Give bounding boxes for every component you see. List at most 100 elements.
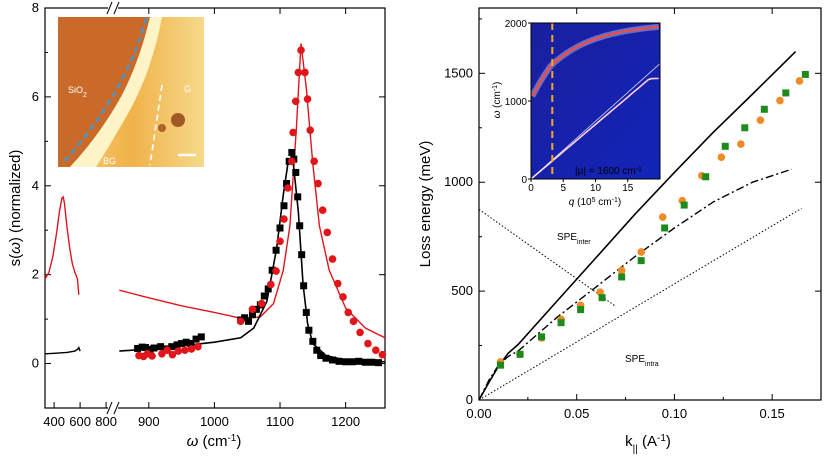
black-square-point [335, 357, 343, 365]
black-square-point [329, 356, 337, 364]
white-dashed-line [149, 84, 163, 166]
axis-break-mask [108, 402, 118, 414]
black-square-point [355, 357, 363, 365]
red-circle-point [272, 267, 280, 275]
fermi-level-annotation: |μ| = 1600 cm-1 [575, 166, 642, 178]
black-square-point [280, 202, 288, 210]
red-circle-point [372, 346, 380, 355]
red-curve-high [119, 43, 386, 339]
green-square-point [577, 306, 585, 314]
left-y-axis-label: s(ω) (normalized) [7, 150, 24, 267]
black-square-point [313, 346, 321, 354]
green-square-point [680, 201, 688, 209]
black-square-point [197, 333, 205, 341]
q-unit: (10 [574, 197, 592, 208]
inset-xtick-label: 0 [528, 183, 534, 194]
dashdot-dispersion-line [478, 168, 792, 401]
red-circle-point [306, 126, 315, 135]
red-circle-point [284, 184, 292, 192]
right-ytick-label: 1500 [444, 65, 473, 80]
orange-circle-point [717, 153, 726, 161]
k-sub: || [633, 444, 638, 455]
red-circle-point [303, 95, 312, 103]
y-label-prefix: s( [7, 254, 24, 267]
red-circle-point [314, 179, 322, 188]
black-square-point [142, 344, 150, 352]
red-circle-point [323, 228, 332, 237]
k-unit-close: ) [666, 433, 671, 450]
right-xtick-label: 0.15 [759, 406, 784, 421]
sio2-region [58, 17, 150, 167]
black-square-point [288, 148, 296, 156]
axis-break-mask-top [108, 2, 118, 14]
x-unit: (cm [198, 433, 227, 450]
axis-break-mark [106, 401, 113, 415]
black-square-point [302, 308, 310, 316]
red-circle-point [333, 279, 342, 288]
inset-y-unit: (cm [492, 91, 503, 110]
red-circle-point [356, 328, 364, 337]
black-square-point [294, 193, 302, 201]
inset-ytick-label: 0 [521, 175, 527, 186]
inset-xtick-label: 15 [622, 183, 634, 194]
red-circle-point [328, 255, 337, 263]
black-square-point [245, 317, 253, 325]
left-xtick-label: 600 [69, 414, 91, 429]
inset-x-axis-label: q (105 cm-1) [569, 197, 621, 209]
orange-circle-point [737, 140, 745, 148]
inset-omega: ω [492, 110, 503, 118]
orange-circle-point [795, 77, 804, 85]
axis-break-mark [113, 401, 120, 415]
black-square-point [276, 224, 284, 232]
black-square-point [192, 335, 200, 343]
black-square-point [317, 352, 325, 360]
spe-intra-boundary [478, 207, 802, 401]
red-circle-point [168, 350, 177, 359]
black-square-point [182, 338, 190, 346]
black-square-point [248, 311, 256, 319]
left-x-axis-label: ω (cm-1) [187, 433, 242, 451]
green-square-point [538, 333, 546, 341]
green-square-point [618, 273, 626, 281]
red-circle-point [194, 342, 202, 351]
black-square-point [134, 344, 142, 352]
inset-xtick-label: 5 [560, 183, 566, 194]
left-xtick-label: 900 [138, 414, 160, 429]
inset-dark-spot [158, 124, 166, 132]
green-square-point [496, 361, 504, 369]
left-xtick-label: 1000 [200, 414, 229, 429]
black-curve-high [119, 160, 386, 363]
green-square-point [637, 257, 645, 265]
orange-circle-point [637, 248, 646, 256]
red-circle-point [276, 237, 284, 246]
red-circle-point [291, 97, 300, 106]
left-xtick-label: 1100 [266, 414, 294, 429]
red-circle-point [294, 68, 303, 77]
left-ytick-label: 2 [32, 267, 39, 282]
green-square-point [516, 350, 524, 358]
upper-branch [531, 25, 659, 97]
annotation-sup: -1 [636, 166, 642, 173]
red-circle-point [236, 317, 245, 326]
inset-map-background [531, 23, 660, 179]
black-square-point [168, 343, 176, 351]
left-ytick-label: 4 [32, 178, 39, 193]
y-label-suffix: ) (normalized) [7, 150, 24, 243]
black-square-point [252, 305, 260, 313]
black-square-point [342, 358, 350, 366]
bilayer-graphene-label: BG [103, 156, 116, 166]
black-square-point [283, 180, 291, 188]
inset-y-unit-sup: -1 [492, 85, 499, 91]
red-circle-point [344, 308, 353, 317]
graphene-label: G [184, 84, 191, 94]
black-square-point [322, 354, 330, 362]
right-ytick-label: 0 [466, 392, 473, 407]
red-circle-point [310, 157, 318, 166]
orange-circle-point [756, 116, 765, 124]
green-square-point [598, 294, 606, 302]
right-xtick-label: 0.00 [466, 406, 491, 421]
red-circle-point [288, 157, 296, 166]
inset-xtick-label: 10 [590, 183, 602, 194]
